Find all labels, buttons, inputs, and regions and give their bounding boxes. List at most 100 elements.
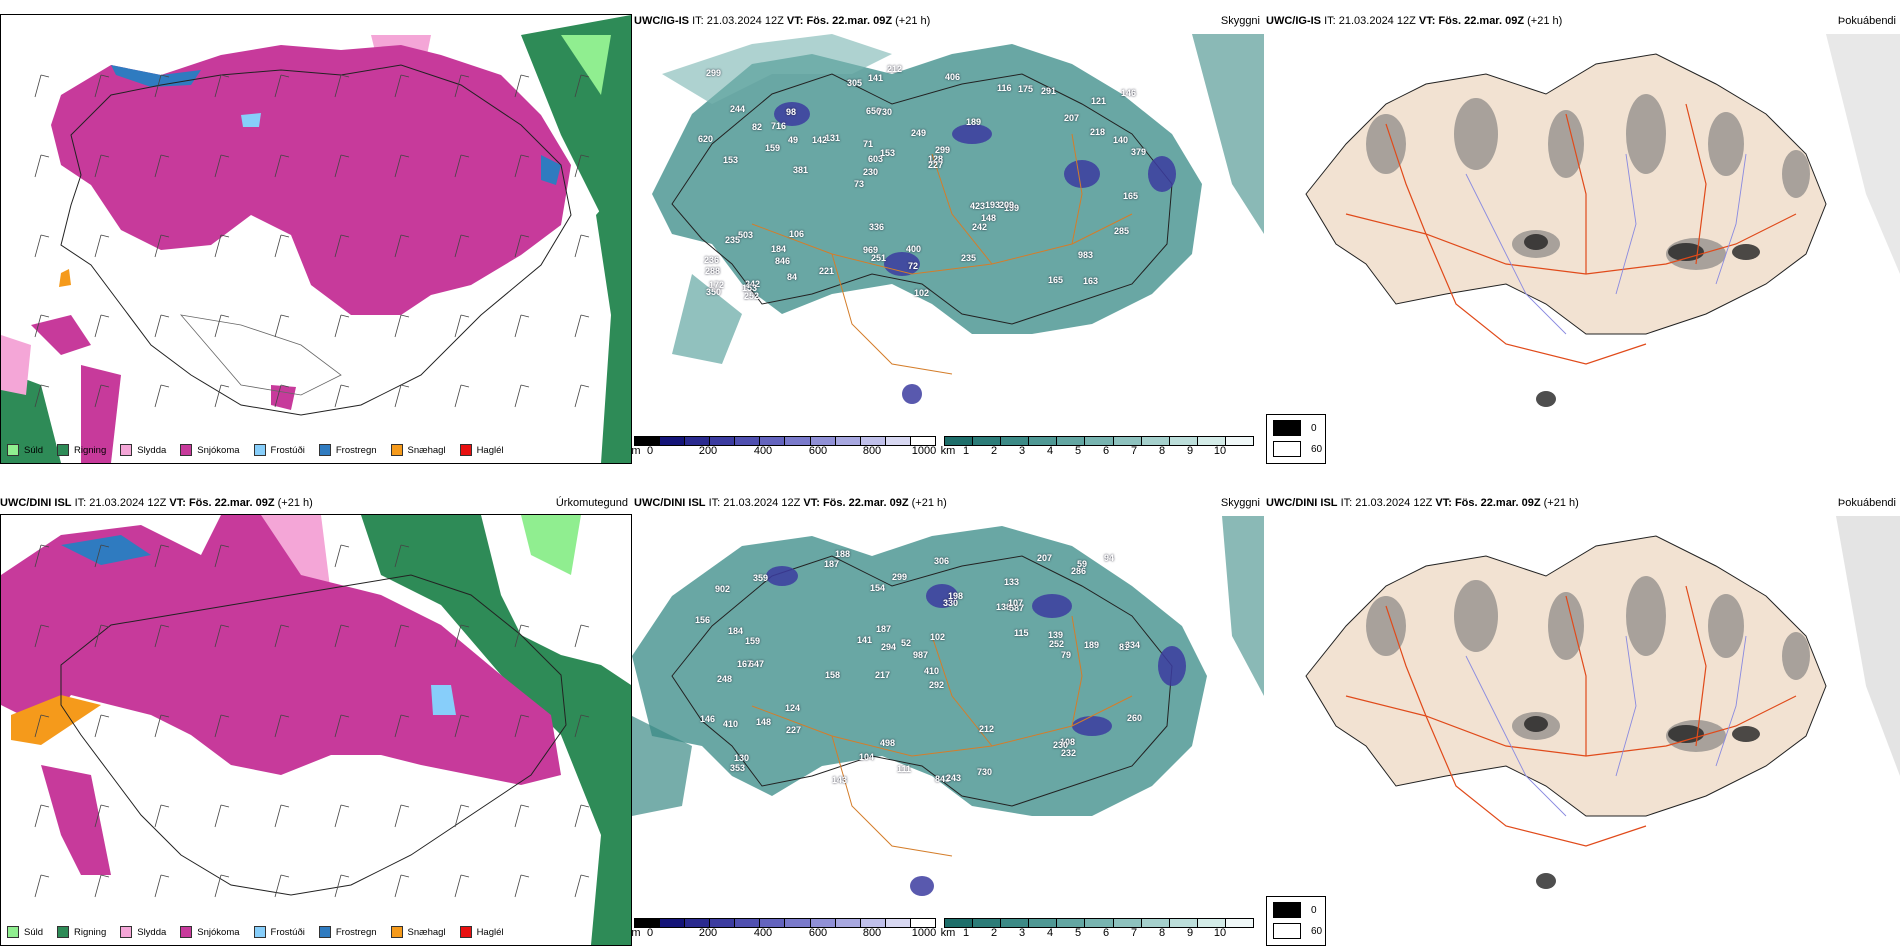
scale-unit: m [632, 445, 641, 457]
fog-map-canvas [1266, 516, 1900, 916]
model-name: UWC/IG-IS [634, 15, 689, 27]
scale-tick: 5 [1074, 445, 1082, 457]
legend-swatch [390, 926, 403, 938]
precip-legend: Súld Rigning Slydda Snjókoma Frostúði Fr… [1, 921, 631, 943]
cloud-panel-ig: UWC/IG-IS IT: 21.03.2024 12Z VT: Fös. 22… [632, 12, 1264, 464]
legend-item-5: Frostregn [318, 444, 377, 456]
vt-value: Fös. 22.mar. 09Z [1454, 497, 1541, 509]
fog-legend: 0 60 [1266, 896, 1326, 946]
legend-item-1: Rigning [57, 444, 106, 456]
cloud-map-canvas [632, 516, 1264, 916]
legend-item-2: Slydda [120, 444, 166, 456]
scale-tick: 600 [808, 927, 828, 939]
legend-swatch [7, 926, 19, 938]
scale-tick: 400 [753, 927, 773, 939]
scale-tick: 600 [808, 445, 828, 457]
scale-tick: 7 [1130, 927, 1138, 939]
lead-time: (+21 h) [1543, 497, 1579, 509]
lead-time: (+21 h) [277, 497, 313, 509]
fog-legend-row: 0 [1273, 420, 1325, 436]
height-scale-ticks: m 0 200 400 600 800 1000 [632, 927, 936, 941]
height-scale-ticks: m 0 200 400 600 800 1000 [632, 445, 936, 459]
fog-legend-label: 0 [1311, 422, 1317, 434]
scale-unit: km [940, 445, 956, 457]
fog-legend-row: 60 [1273, 923, 1325, 939]
vt-label: VT: [786, 15, 804, 27]
vt-value: Fös. 22.mar. 09Z [822, 497, 909, 509]
legend-item-5: Frostregn [318, 926, 377, 938]
vis-scale-bar [944, 918, 1254, 928]
legend-item-6: Snæhagl [390, 926, 446, 938]
legend-swatch [459, 444, 472, 456]
vis-scalebar: km 1 2 3 4 5 6 7 8 9 10 [940, 436, 1254, 462]
cloud-panel-dini: UWC/DINI ISL IT: 21.03.2024 12Z VT: Fös.… [632, 494, 1264, 946]
scale-tick: 200 [698, 445, 718, 457]
vt-value: Fös. 22.mar. 09Z [806, 15, 893, 27]
legend-item-7: Haglél [459, 444, 504, 456]
legend-label: Súld [24, 444, 44, 456]
model-name: UWC/DINI ISL [1266, 497, 1338, 509]
scale-tick: 8 [1158, 927, 1166, 939]
fog-swatch [1273, 902, 1301, 918]
fog-legend-label: 60 [1311, 443, 1323, 455]
scale-unit: m [632, 927, 641, 939]
model-name: UWC/IG-IS [1266, 15, 1321, 27]
legend-swatch [180, 444, 193, 456]
scale-tick: 3 [1018, 927, 1026, 939]
panel-header: UWC/DINI ISL IT: 21.03.2024 12Z VT: Fös.… [634, 494, 1264, 512]
legend-label: Snæhagl [407, 444, 446, 456]
it-value: 21.03.2024 12Z [89, 497, 167, 509]
legend-item-4: Frostúði [253, 926, 305, 938]
it-value: 21.03.2024 12Z [1355, 497, 1433, 509]
scale-tick: 0 [646, 445, 654, 457]
legend-label: Snjókoma [197, 926, 240, 938]
fog-swatch [1273, 441, 1301, 457]
legend-label: Frostúði [270, 926, 305, 938]
scale-tick: 10 [1213, 445, 1227, 457]
precip-panel-dini: UWC/DINI ISL IT: 21.03.2024 12Z VT: Fös.… [0, 494, 632, 946]
fog-legend-label: 0 [1311, 904, 1317, 916]
legend-swatch [390, 444, 403, 456]
legend-label: Frostregn [335, 926, 377, 938]
model-name: UWC/DINI ISL [634, 497, 706, 509]
it-value: 21.03.2024 12Z [706, 15, 784, 27]
scale-tick: 6 [1102, 445, 1110, 457]
scale-tick: 7 [1130, 445, 1138, 457]
lead-time: (+21 h) [911, 497, 947, 509]
param-name: Þokuábendi [1837, 497, 1896, 509]
vis-scale-bar [944, 436, 1254, 446]
legend-swatch [120, 444, 133, 456]
legend-swatch [318, 444, 331, 456]
scale-tick: 8 [1158, 445, 1166, 457]
scale-tick: 400 [753, 445, 773, 457]
scale-tick: 5 [1074, 927, 1082, 939]
scale-tick: 1 [962, 927, 970, 939]
it-label: IT: [74, 497, 87, 509]
legend-label: Snæhagl [407, 926, 446, 938]
fog-legend-row: 60 [1273, 441, 1325, 457]
legend-label: Snjókoma [197, 444, 240, 456]
legend-label: Haglél [476, 926, 504, 938]
scale-tick: 9 [1186, 445, 1194, 457]
legend-label: Slydda [137, 926, 167, 938]
vt-label: VT: [169, 497, 186, 509]
vis-scale-ticks: km 1 2 3 4 5 6 7 8 9 10 [941, 927, 1252, 941]
fog-swatch [1273, 923, 1301, 939]
legend-swatch [57, 926, 70, 938]
vt-label: VT: [803, 497, 820, 509]
vt-label: VT: [1418, 15, 1436, 27]
scale-tick: 2 [990, 445, 998, 457]
vt-value: Fös. 22.mar. 09Z [1438, 15, 1525, 27]
legend-item-3: Snjókoma [180, 926, 240, 938]
it-value: 21.03.2024 12Z [1338, 15, 1416, 27]
scale-tick: 9 [1186, 927, 1194, 939]
lead-time: (+21 h) [1527, 15, 1563, 27]
legend-item-0: Súld [7, 926, 43, 938]
panel-header: UWC/IG-IS IT: 21.03.2024 12Z VT: Fös. 22… [634, 12, 1264, 30]
param-name: Skyggni [1220, 15, 1260, 27]
fog-panel-dini: UWC/DINI ISL IT: 21.03.2024 12Z VT: Fös.… [1266, 494, 1900, 946]
legend-item-1: Rigning [57, 926, 106, 938]
fog-legend-label: 60 [1311, 925, 1323, 937]
it-label: IT: [692, 15, 704, 27]
param-name: Úrkomutegund [555, 497, 628, 509]
